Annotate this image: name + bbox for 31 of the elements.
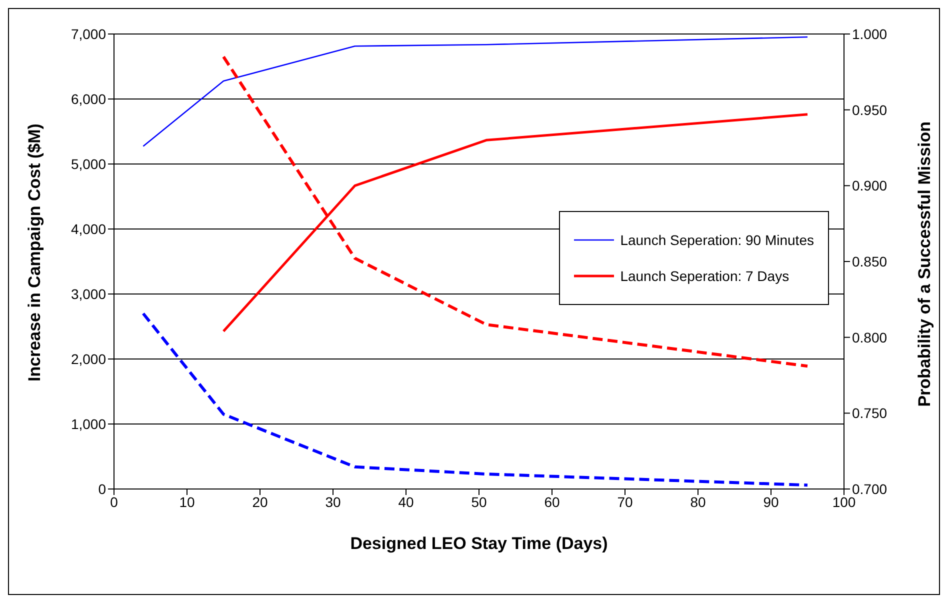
line-series	[142, 36, 808, 147]
y-tick-label: 3,000	[70, 286, 106, 302]
y2-tick-label: 0.800	[852, 329, 888, 346]
x-tick-label: 30	[325, 494, 341, 510]
y-tick-label: 1,000	[70, 416, 106, 432]
x-tick-label: 10	[179, 494, 195, 510]
y-tick-label: 0	[98, 480, 106, 497]
y-axis-title: Increase in Campaign Cost ($M)	[25, 124, 44, 382]
y-tick-label: 7,000	[70, 26, 106, 42]
legend-label: Launch Seperation: 90 Minutes	[620, 232, 814, 248]
x-tick-label: 50	[471, 494, 487, 510]
line-series	[142, 312, 809, 487]
y2-tick-label: 0.900	[852, 178, 888, 194]
y-tick-label: 2,000	[70, 350, 106, 367]
x-tick-label: 90	[763, 494, 779, 510]
x-axis-title: Designed LEO Stay Time (Days)	[350, 534, 608, 553]
y2-tick-label: 0.850	[852, 253, 888, 270]
x-tick-label: 70	[617, 494, 633, 510]
y2-tick-label: 0.750	[852, 405, 888, 422]
y-tick-label: 4,000	[70, 220, 106, 237]
y2-axis-title: Probability of a Successful Mission	[915, 122, 934, 407]
y2-tick-label: 1.000	[852, 26, 888, 42]
x-tick-label: 60	[544, 494, 560, 510]
x-tick-label: 20	[252, 494, 268, 510]
x-tick-label: 40	[398, 494, 414, 510]
legend-label: Launch Seperation: 7 Days	[620, 268, 790, 284]
y-tick-label: 6,000	[70, 90, 106, 107]
y2-tick-label: 0.950	[852, 102, 888, 118]
y-tick-label: 5,000	[70, 156, 106, 172]
x-tick-label: 80	[690, 494, 706, 510]
x-tick-label: 0	[110, 494, 118, 510]
